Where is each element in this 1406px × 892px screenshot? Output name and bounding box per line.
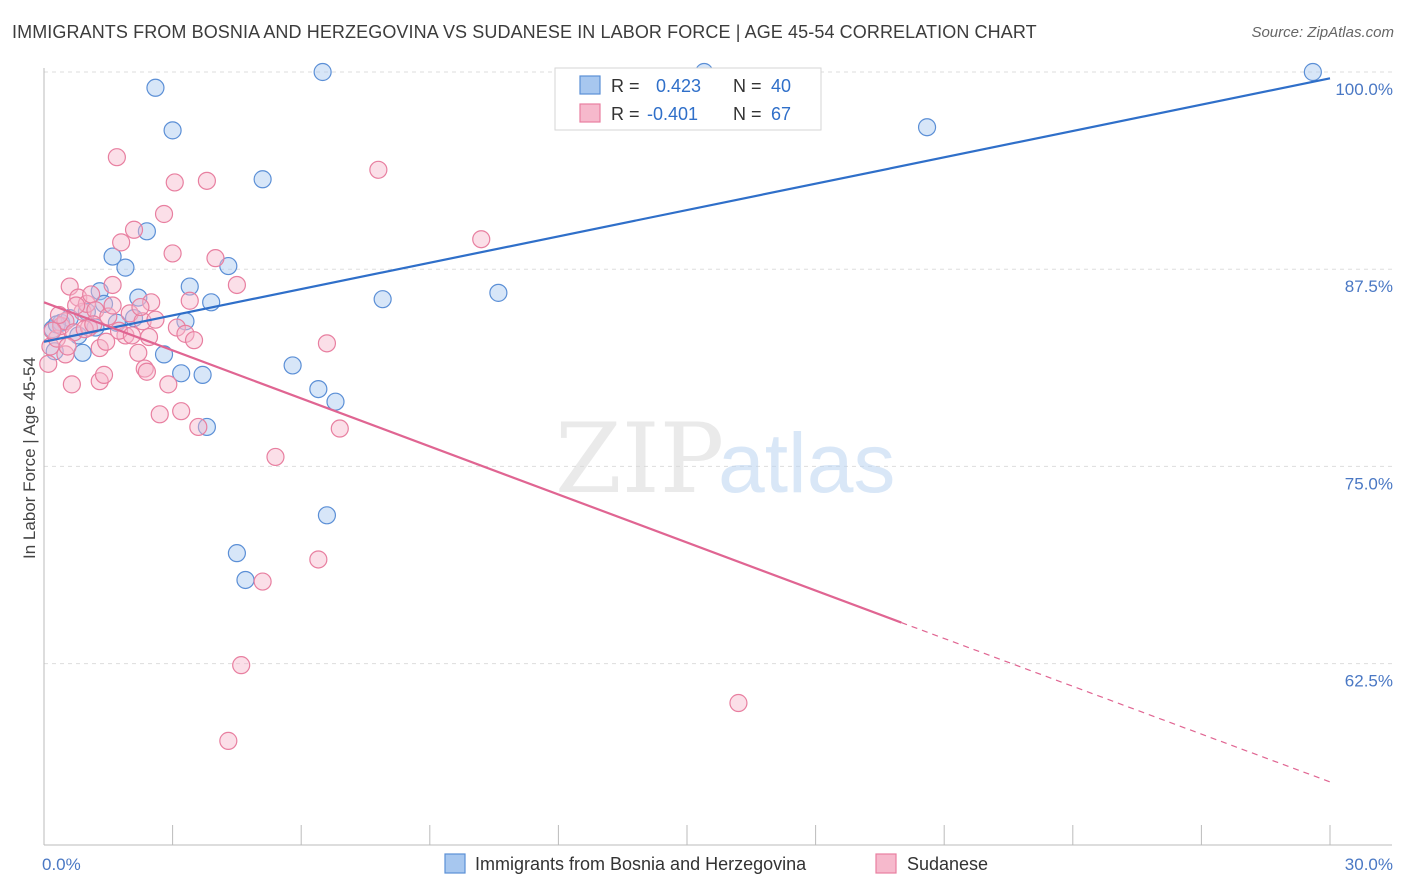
sudanese-point — [317, 334, 337, 353]
sudanese-point — [154, 204, 174, 224]
bosnia-point — [283, 356, 302, 375]
sudanese-point — [197, 171, 216, 190]
sudanese-point — [49, 305, 69, 325]
watermark-atlas: atlas — [718, 416, 895, 510]
bosnia-point — [236, 570, 255, 590]
sudanese-point — [137, 362, 156, 381]
chart-source: Source: ZipAtlas.com — [1251, 24, 1394, 41]
bosnia-point — [917, 118, 937, 137]
series-legend-label-blue: Immigrants from Bosnia and Herzegovina — [475, 854, 807, 874]
x-tick-label-min: 0.0% — [42, 855, 81, 874]
bosnia-point — [146, 78, 165, 97]
sudanese-point — [103, 275, 122, 295]
y-tick-label: 62.5% — [1345, 672, 1393, 691]
sudanese-point — [103, 296, 122, 315]
sudanese-point — [472, 230, 491, 249]
legend-n-value-pink: 67 — [771, 104, 791, 124]
series-legend-swatch-pink — [875, 853, 897, 874]
sudanese-point — [139, 327, 159, 347]
sudanese-point — [107, 148, 126, 167]
bosnia-point — [317, 506, 337, 525]
points-layer — [39, 62, 1322, 750]
sudanese-trend-line — [43, 301, 902, 624]
legend-swatch-pink — [579, 103, 601, 123]
sudanese-point — [135, 359, 154, 378]
bosnia-point — [313, 62, 332, 82]
watermark-zip: ZIP — [555, 403, 724, 515]
grid-layer — [44, 71, 1392, 665]
correlation-legend: R = 0.423 N = 40 R = -0.401 N = 67 — [554, 67, 822, 131]
bosnia-point — [172, 364, 191, 383]
sudanese-point — [163, 244, 182, 263]
sudanese-point — [180, 291, 199, 310]
sudanese-point — [232, 656, 251, 675]
bosnia-point — [489, 283, 508, 302]
legend-r-value-blue: 0.423 — [656, 76, 701, 96]
axis-layer: 62.5% 75.0% 87.5% 100.0% — [43, 68, 1393, 846]
sudanese-point — [150, 405, 169, 424]
bosnia-point — [253, 170, 272, 189]
sudanese-point — [112, 233, 131, 252]
sudanese-point — [206, 249, 225, 268]
sudanese-point — [159, 375, 178, 394]
y-tick-label: 87.5% — [1345, 277, 1393, 296]
bosnia-point — [103, 247, 122, 266]
sudanese-point — [94, 365, 114, 384]
trend-layer — [43, 77, 1331, 783]
sudanese-point — [124, 220, 144, 239]
legend-r-label-pink: R = — [611, 104, 640, 124]
watermark: ZIP atlas — [555, 403, 895, 515]
bosnia-point — [309, 379, 328, 399]
sudanese-point — [131, 297, 150, 317]
sudanese-point — [266, 447, 285, 467]
sudanese-point — [189, 417, 208, 437]
y-tick-label: 100.0% — [1335, 80, 1393, 99]
legend-r-label-blue: R = — [611, 76, 640, 96]
bosnia-point — [180, 277, 199, 296]
chart-title: IMMIGRANTS FROM BOSNIA AND HERZEGOVINA V… — [12, 22, 1037, 42]
sudanese-point — [43, 321, 62, 340]
sudanese-point — [227, 275, 246, 295]
sudanese-point — [97, 332, 116, 351]
sudanese-point — [129, 343, 148, 362]
series-legend-swatch-blue — [444, 853, 466, 874]
bosnia-trend-line — [43, 77, 1331, 343]
legend-n-label-pink: N = — [733, 104, 762, 124]
sudanese-point — [309, 550, 328, 569]
sudanese-point — [330, 419, 349, 438]
legend-n-value-blue: 40 — [771, 76, 791, 96]
sudanese-point — [62, 375, 81, 394]
sudanese-point — [253, 572, 272, 591]
sudanese-point — [729, 693, 748, 713]
series-legend-label-pink: Sudanese — [907, 854, 988, 874]
bosnia-point — [373, 290, 392, 309]
bosnia-point — [193, 365, 212, 384]
sudanese-point — [219, 731, 238, 750]
bosnia-point — [326, 392, 345, 411]
bosnia-point — [227, 544, 246, 563]
bosnia-point — [116, 258, 135, 277]
sudanese-point — [184, 331, 204, 350]
sudanese-point — [58, 337, 77, 356]
sudanese-point — [172, 402, 191, 421]
sudanese-point — [165, 173, 184, 192]
legend-r-value-pink: -0.401 — [647, 104, 698, 124]
sudanese-trend-extension — [901, 622, 1331, 783]
y-axis-label: In Labor Force | Age 45-54 — [20, 357, 39, 559]
sudanese-point — [142, 293, 161, 312]
bosnia-point — [154, 345, 174, 364]
bosnia-point — [163, 121, 182, 140]
legend-n-label-blue: N = — [733, 76, 762, 96]
sudanese-point — [369, 160, 388, 179]
sudanese-point — [99, 307, 118, 326]
series-legend: Immigrants from Bosnia and Herzegovina S… — [444, 853, 988, 874]
bosnia-point — [1303, 62, 1322, 82]
sudanese-point — [82, 285, 101, 304]
y-tick-label: 75.0% — [1345, 474, 1393, 493]
legend-swatch-blue — [579, 75, 601, 95]
x-tick-label-max: 30.0% — [1345, 855, 1393, 874]
sudanese-point — [39, 354, 58, 373]
